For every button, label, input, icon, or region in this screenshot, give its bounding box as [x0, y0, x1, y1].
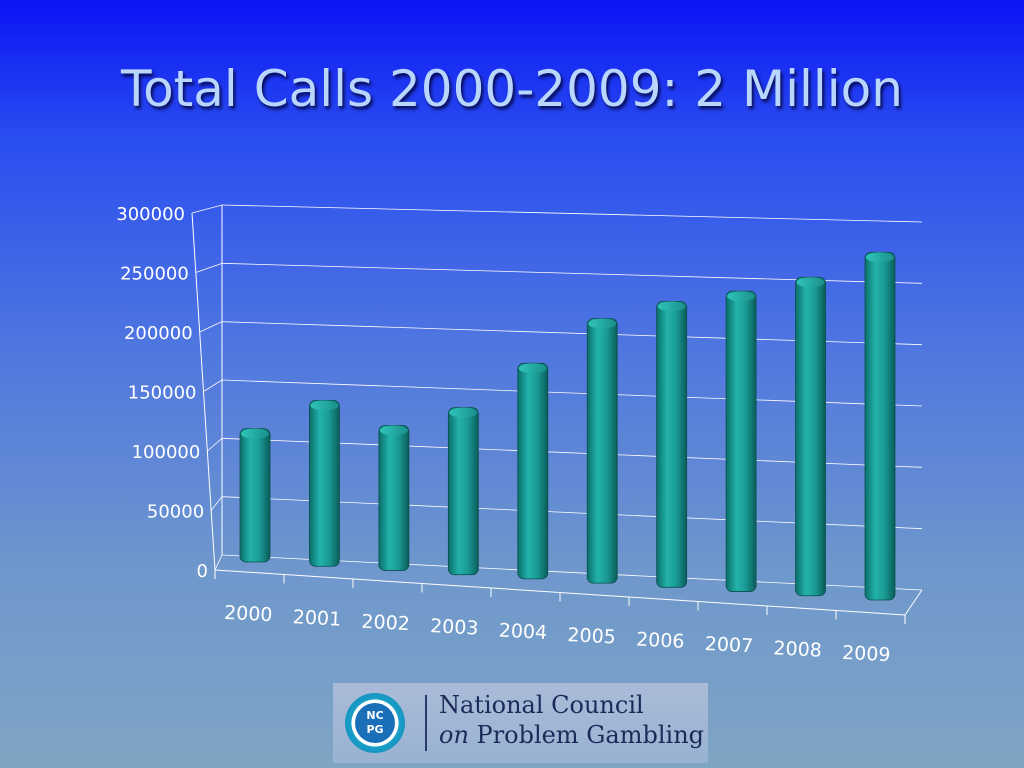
x-tick-label: 2007 [704, 633, 753, 658]
bar [586, 318, 618, 584]
bar-body [864, 251, 896, 601]
x-axis-side [904, 589, 923, 616]
bar-body [725, 290, 757, 592]
x-tick-label: 2002 [361, 611, 410, 636]
ncpg-badge-icon: NC PG [345, 693, 405, 753]
bar-top [796, 277, 825, 288]
x-tick-label: 2009 [842, 642, 891, 667]
bar-top [449, 407, 478, 418]
gridline-side [195, 262, 223, 273]
bar-body [517, 362, 549, 580]
x-tick-label: 2005 [567, 624, 616, 649]
axes [191, 205, 923, 624]
bar-top [310, 400, 339, 411]
gridline-side [203, 379, 223, 392]
bar-top [657, 301, 686, 312]
gridline-side [210, 496, 223, 511]
ncpg-logo: NC PG National Council on Problem Gambli… [333, 683, 708, 763]
bar-body [447, 407, 479, 576]
bar [378, 424, 410, 571]
x-tick-label: 2008 [773, 637, 822, 662]
bar-top [588, 318, 617, 329]
x-tick-label: 2004 [498, 620, 547, 645]
y-tick-label: 200000 [124, 323, 193, 344]
y-tick-label: 0 [197, 561, 208, 582]
badge-bottom-text: PG [366, 723, 384, 736]
y-tick-label: 150000 [128, 383, 197, 404]
slide-title: Total Calls 2000-2009: 2 Million [121, 60, 903, 118]
bar [447, 407, 479, 576]
bar [656, 300, 688, 588]
bar [517, 362, 549, 580]
gridline-side [214, 554, 223, 571]
logo-line2-rest: Problem Gambling [476, 721, 705, 749]
bar-top [866, 252, 894, 263]
y-tick-label: 100000 [132, 442, 201, 463]
y-tick-label: 250000 [120, 264, 189, 285]
bar-body [378, 424, 410, 571]
gridline-side [207, 438, 223, 452]
y-axis-front [191, 212, 216, 571]
x-tick-label: 2001 [292, 606, 341, 631]
bar-body [239, 428, 271, 563]
y-tick-label: 50000 [147, 502, 204, 523]
bar [795, 276, 826, 597]
logo-line2-italic: on [439, 721, 469, 749]
bar-top [727, 291, 756, 302]
bar [864, 251, 896, 601]
bar-body [656, 300, 688, 588]
bar-body [309, 399, 340, 567]
x-tick-label: 2006 [636, 628, 685, 653]
labels: 0 50000 100000 150000 200000 250000 300000 2000… [116, 204, 891, 666]
gridline-side [199, 321, 223, 333]
logo-line1: National Council [439, 691, 644, 719]
bar-top [518, 363, 547, 374]
bars [239, 251, 896, 601]
bar [725, 290, 757, 592]
bar [239, 428, 271, 563]
bar-top [379, 425, 408, 436]
gridline [221, 204, 923, 223]
bar-top [241, 428, 269, 439]
y-tick-label: 300000 [116, 204, 185, 225]
bar-body [795, 276, 826, 597]
bar [309, 399, 340, 567]
badge-top-text: NC [366, 709, 384, 722]
x-tick-label: 2000 [224, 602, 273, 627]
logo-line2: on Problem Gambling [439, 721, 704, 749]
x-tick-label: 2003 [430, 615, 479, 640]
bar-body [586, 318, 618, 584]
logo-divider [425, 695, 427, 751]
gridline-side [191, 204, 223, 214]
